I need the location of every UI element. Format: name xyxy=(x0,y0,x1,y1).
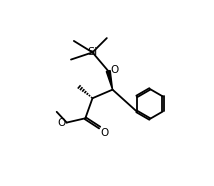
Text: O: O xyxy=(100,128,109,138)
Text: O: O xyxy=(110,65,118,75)
Text: Si: Si xyxy=(87,47,98,57)
Polygon shape xyxy=(106,70,113,90)
Text: O: O xyxy=(58,118,66,128)
